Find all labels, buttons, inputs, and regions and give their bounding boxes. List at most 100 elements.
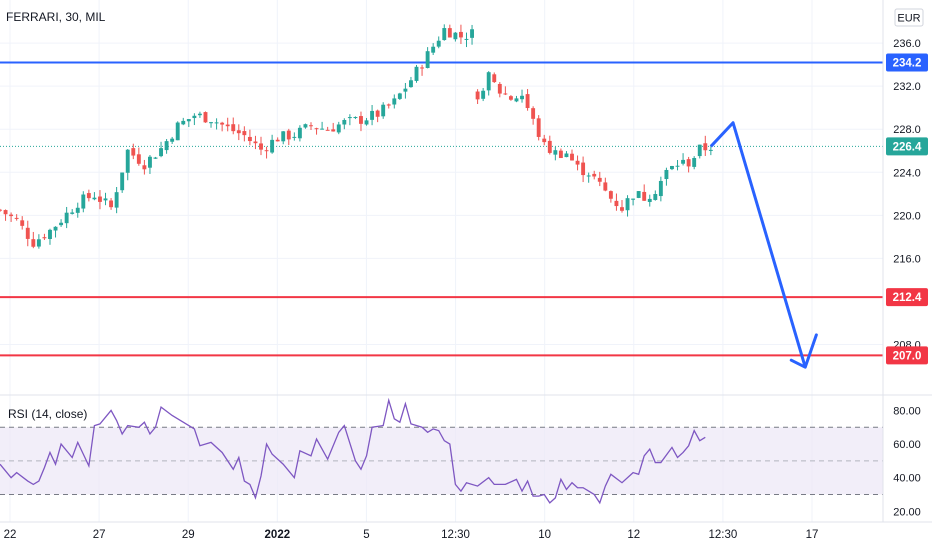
candle-body xyxy=(675,165,680,167)
candle xyxy=(297,125,302,142)
candle-body xyxy=(48,229,52,239)
projection-arrowhead xyxy=(789,333,818,369)
candle-body xyxy=(131,148,136,156)
candle xyxy=(170,136,175,144)
candle-body xyxy=(3,210,8,215)
candle xyxy=(292,132,297,141)
candle xyxy=(270,134,275,154)
candle xyxy=(247,129,252,146)
candle xyxy=(392,94,397,109)
candle xyxy=(503,86,508,96)
support-2-price-badge[interactable]: 207.0 xyxy=(886,346,928,365)
candle-body xyxy=(253,141,258,144)
candle xyxy=(20,216,25,230)
candle xyxy=(59,219,64,227)
candle xyxy=(458,24,463,44)
price-tick-label: 228.0 xyxy=(893,124,921,136)
candle-body xyxy=(570,153,574,161)
time-tick-label: 22 xyxy=(4,529,17,541)
candle-body xyxy=(42,237,47,239)
candle xyxy=(92,192,97,201)
candle xyxy=(131,143,136,160)
candle xyxy=(403,82,408,99)
candle-body xyxy=(259,143,263,150)
resistance-price-badge[interactable]: 234.2 xyxy=(886,53,928,72)
candle xyxy=(475,89,480,105)
candle xyxy=(381,102,386,119)
candle-body xyxy=(186,119,191,122)
candle xyxy=(309,122,313,130)
candle xyxy=(197,111,202,118)
currency-button[interactable] xyxy=(894,8,924,27)
candle-body xyxy=(86,193,91,199)
candle-body xyxy=(342,119,347,125)
candle xyxy=(186,118,191,127)
candle-body xyxy=(431,46,436,53)
candle-body xyxy=(453,32,458,40)
candle xyxy=(125,149,130,181)
candle-body xyxy=(147,156,152,168)
candle xyxy=(531,106,536,125)
candle xyxy=(514,95,519,103)
candle xyxy=(553,146,558,161)
candle xyxy=(542,134,547,146)
candle xyxy=(114,186,119,214)
candle xyxy=(670,165,674,171)
candle-body xyxy=(508,96,513,100)
candle-body xyxy=(464,38,469,40)
candle-body xyxy=(625,198,630,211)
candle xyxy=(314,127,319,135)
candle xyxy=(259,136,263,156)
candle-body xyxy=(664,169,669,180)
candle xyxy=(703,135,708,156)
candle xyxy=(325,126,330,131)
candle xyxy=(692,156,697,170)
rsi-series xyxy=(0,397,706,505)
candle-body xyxy=(375,110,380,117)
candle-body xyxy=(103,198,108,201)
support-1-price-badge[interactable]: 212.4 xyxy=(886,288,928,307)
candle-body xyxy=(175,122,180,141)
candle-body xyxy=(214,122,219,124)
candle-body xyxy=(692,158,697,167)
candle-body xyxy=(592,173,597,177)
candle xyxy=(264,146,269,159)
last-price-badge[interactable]: 226.4 xyxy=(886,137,928,156)
candle xyxy=(109,198,114,210)
candle-body xyxy=(681,159,686,164)
candle xyxy=(508,95,513,101)
projection-path[interactable] xyxy=(709,121,807,368)
candle xyxy=(164,139,169,154)
candle-body xyxy=(164,141,169,151)
rsi-tick-label: 20.00 xyxy=(893,506,921,518)
candle xyxy=(75,202,80,218)
candle-body xyxy=(370,110,375,120)
candle-body xyxy=(503,93,508,95)
candle xyxy=(192,113,197,126)
time-tick-label: 17 xyxy=(806,529,819,541)
candle-body xyxy=(336,124,341,133)
candle xyxy=(98,190,102,210)
candle-body xyxy=(270,139,275,153)
candle-body xyxy=(608,191,613,199)
candle xyxy=(570,149,574,161)
candle xyxy=(320,121,325,130)
candle-body xyxy=(658,180,663,197)
candle xyxy=(470,24,474,45)
candle xyxy=(547,135,552,155)
candle-body xyxy=(231,124,236,132)
candle-body xyxy=(531,108,536,119)
candle-body xyxy=(697,144,702,157)
candle xyxy=(175,121,180,141)
candle-body xyxy=(53,226,58,231)
candle-body xyxy=(481,90,486,99)
candle-body xyxy=(0,209,2,211)
candle-body xyxy=(170,138,175,142)
candle-body xyxy=(347,117,352,119)
price-badge-bg xyxy=(886,53,928,72)
candle-body xyxy=(586,175,591,177)
price-badge-text: 226.4 xyxy=(893,141,922,153)
price-badge-text: 234.2 xyxy=(893,57,922,69)
candle xyxy=(359,111,363,132)
